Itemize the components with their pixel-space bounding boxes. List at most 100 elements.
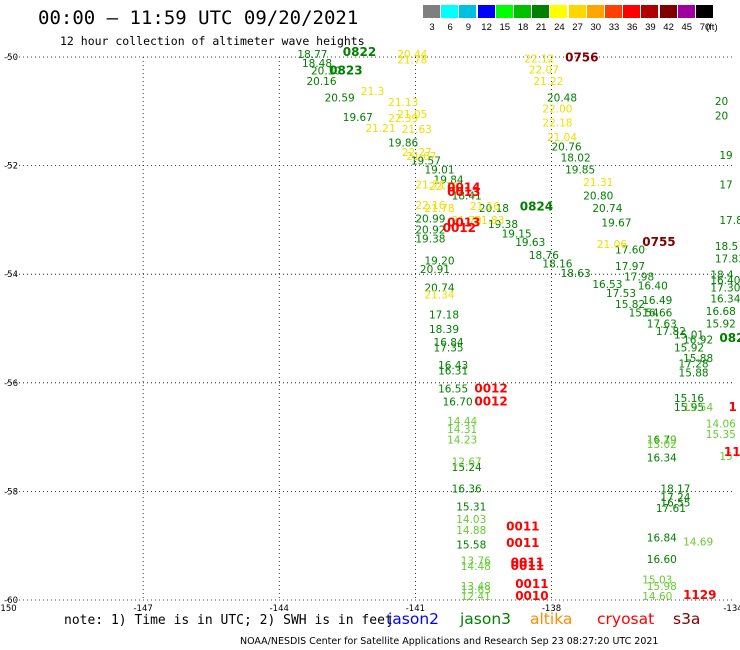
pass-time-label: 0823 [329, 63, 362, 77]
wave-height-label: 17.98 [624, 272, 654, 284]
legend-swatch [568, 5, 586, 18]
wave-height-label: 19.38 [488, 219, 518, 231]
wave-height-label: 15.95 [674, 402, 704, 414]
wave-height-label: 14.69 [683, 537, 713, 549]
wave-height-label: 20 [715, 96, 728, 108]
satellite-s3a: s3a [673, 610, 701, 628]
wave-height-label: 16.40 [710, 275, 740, 287]
wave-height-label: 19.01 [424, 165, 454, 177]
wave-height-label: 15.92 [706, 318, 736, 330]
wave-height-label: 21.67 [406, 151, 436, 163]
legend-label: 24 [554, 22, 565, 33]
wave-height-label: 18.16 [542, 259, 572, 271]
legend-label: 27 [572, 22, 583, 33]
wave-height-label: 19.84 [434, 175, 464, 187]
wave-height-label: 19.15 [502, 228, 532, 240]
wave-height-label: 22.12 [524, 53, 554, 65]
wave-height-label: 16.70 [443, 397, 473, 409]
legend-swatch [514, 5, 531, 18]
wave-height-label: 14.23 [447, 435, 477, 447]
wave-height-label: 14.06 [706, 418, 736, 430]
color-scale-legend: 3 6 9 12 15 18 21 24 27 30 33 36 39 42 45 70 (ft) [423, 5, 729, 35]
wave-height-label: 22.72 [429, 181, 459, 193]
wave-height-label: 21.78 [397, 55, 427, 67]
footnote: note: 1) Time is in UTC; 2) SWH is in fe… [64, 613, 393, 628]
wave-height-label: 16.66 [642, 308, 672, 320]
wave-height-label: 18.02 [561, 152, 591, 164]
wave-height-label: 17.97 [615, 261, 645, 273]
wave-height-label: 18.4 [710, 270, 734, 282]
wave-height-label: 12.67 [452, 456, 482, 468]
wave-height-label: 15.24 [452, 462, 482, 474]
wave-height-label: 22.00 [542, 103, 572, 115]
legend-swatch [550, 5, 568, 18]
wave-height-label: 20.76 [552, 141, 582, 153]
wave-height-label: 16.79 [647, 435, 677, 447]
wave-height-label: 21.78 [424, 203, 454, 215]
wave-height-label: 18.63 [561, 268, 591, 280]
pass-time-label: 0012 [443, 221, 476, 235]
pass-time-label: 0011 [511, 555, 544, 569]
wave-height-label: 20.74 [592, 203, 622, 215]
legend-label: 33 [608, 22, 620, 33]
wave-height-label: 21.16 [470, 201, 500, 213]
wave-height-label: 20.91 [420, 264, 450, 276]
wave-height-label: 15.54 [683, 402, 713, 414]
wave-height-label: 21.31 [583, 177, 613, 189]
pass-time-label: 0010 [515, 589, 548, 603]
y-tick-label: -52 [4, 162, 18, 172]
wave-height-label: 18.77 [297, 49, 327, 61]
wave-height-label: 22.18 [542, 118, 572, 130]
wave-height-label: 13.48 [461, 581, 491, 593]
wave-height-label: 21.21 [365, 123, 395, 135]
wave-height-label: 19.67 [343, 112, 373, 124]
wave-height-label: 21.3 [361, 86, 384, 98]
legend-swatch [459, 5, 477, 18]
wave-height-label: 19.67 [601, 217, 631, 229]
pass-time-label: 1 [728, 400, 736, 414]
x-tick-label: -150 [0, 604, 17, 614]
wave-height-label: 17 [719, 179, 732, 191]
wave-height-label: 16.53 [592, 279, 622, 291]
wave-height-label: 17.53 [606, 288, 636, 300]
pass-time-label: 0013 [447, 215, 480, 229]
wave-height-label: 21.13 [388, 97, 418, 109]
wave-height-label: 17.28 [679, 359, 709, 371]
wave-height-label: 17.82 [656, 326, 686, 338]
legend-swatch [605, 5, 622, 18]
legend-label: 42 [663, 22, 674, 33]
wave-height-label: 15.35 [706, 429, 736, 441]
wave-height-label: 15.88 [679, 367, 709, 379]
credit-line: NOAA/NESDIS Center for Satellite Applica… [240, 636, 659, 647]
pass-time-label: 0014 [447, 181, 480, 195]
legend-unit: (ft) [706, 22, 718, 33]
legend-swatch [441, 5, 459, 18]
wave-height-label: 20.80 [583, 190, 613, 202]
chart-title: 00:00 — 11:59 UTC 09/20/2021 [38, 7, 359, 29]
wave-height-label: 19.63 [515, 237, 545, 249]
wave-height-label: 15.16 [674, 393, 704, 405]
legend-label: 12 [481, 22, 492, 33]
satellite-altika: altika [530, 610, 573, 628]
pass-time-label: 0011 [511, 559, 544, 573]
pass-time-label: 1129 [683, 588, 716, 602]
wave-height-label: 13.63 [461, 584, 491, 596]
wave-height-label: 15.82 [615, 299, 645, 311]
y-tick-label: -54 [4, 270, 18, 280]
x-tick-label: -138 [542, 604, 561, 614]
wave-height-label: 17.24 [660, 492, 690, 504]
wave-height-label: 16.60 [647, 554, 677, 566]
pass-time-label: 113 [724, 445, 740, 459]
wave-height-label: 17.30 [710, 283, 740, 295]
wave-height-label: 22.27 [402, 147, 432, 159]
satellite-cryosat: cryosat [597, 610, 655, 628]
legend-label: 30 [590, 22, 602, 33]
chart-subtitle: 12 hour collection of altimeter wave hei… [60, 34, 365, 48]
wave-height-label: 19.57 [411, 156, 441, 168]
wave-height-label: 14.48 [461, 561, 491, 573]
wave-height-label: 17.61 [656, 503, 686, 515]
pass-time-label: 0013 [447, 185, 480, 199]
wave-height-label: 14.60 [642, 591, 672, 603]
x-tick-label: -141 [406, 604, 425, 614]
wave-height-label: 21.63 [402, 124, 432, 136]
